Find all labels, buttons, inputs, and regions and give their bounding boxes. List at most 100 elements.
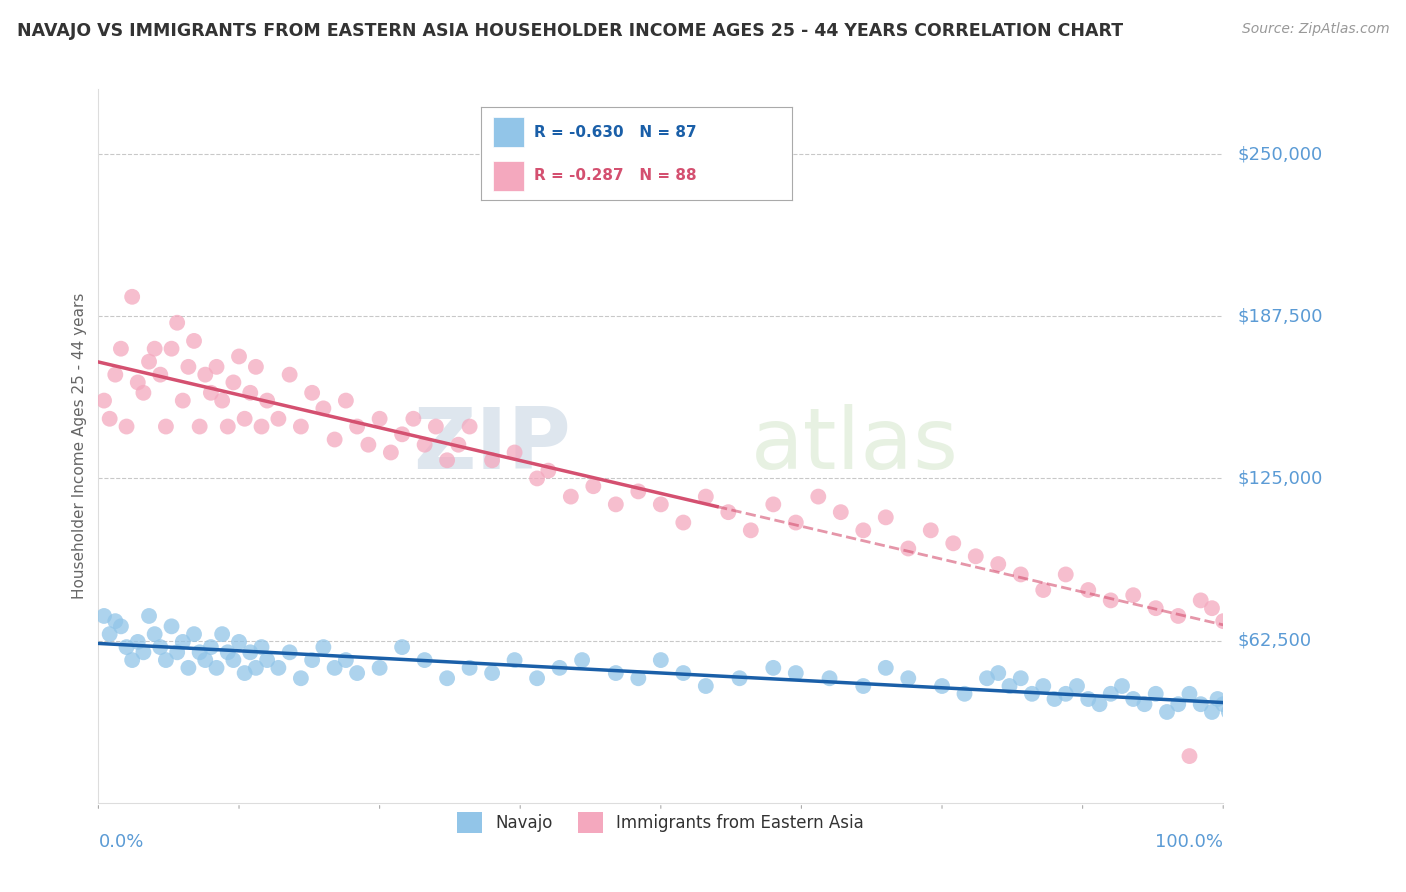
Point xyxy=(323,661,346,675)
Point xyxy=(177,359,200,374)
Point xyxy=(1088,697,1111,711)
Point xyxy=(1178,749,1201,764)
Point xyxy=(132,385,155,400)
Point xyxy=(250,419,273,434)
Point xyxy=(650,653,672,667)
Point xyxy=(301,385,323,400)
Point xyxy=(217,645,239,659)
Point xyxy=(436,453,458,467)
Point xyxy=(228,350,250,364)
Point xyxy=(256,653,278,667)
Point xyxy=(250,640,273,654)
Point xyxy=(1234,609,1257,624)
Bar xyxy=(494,161,524,191)
Point xyxy=(1257,640,1279,654)
Point xyxy=(205,359,228,374)
Point xyxy=(537,464,560,478)
Point xyxy=(104,614,127,628)
Point xyxy=(931,679,953,693)
Point xyxy=(222,653,245,667)
Point xyxy=(627,484,650,499)
Point xyxy=(481,666,503,681)
Text: 0.0%: 0.0% xyxy=(98,833,143,851)
Point xyxy=(166,316,188,330)
Point xyxy=(127,376,149,390)
Point xyxy=(1077,582,1099,597)
Point xyxy=(1167,697,1189,711)
Point xyxy=(391,640,413,654)
Point xyxy=(526,671,548,685)
Point xyxy=(290,419,312,434)
Point xyxy=(560,490,582,504)
Point xyxy=(233,666,256,681)
Point xyxy=(762,661,785,675)
Y-axis label: Householder Income Ages 25 - 44 years: Householder Income Ages 25 - 44 years xyxy=(72,293,87,599)
Point xyxy=(312,401,335,416)
Text: NAVAJO VS IMMIGRANTS FROM EASTERN ASIA HOUSEHOLDER INCOME AGES 25 - 44 YEARS COR: NAVAJO VS IMMIGRANTS FROM EASTERN ASIA H… xyxy=(17,22,1123,40)
Point xyxy=(177,661,200,675)
Point xyxy=(762,497,785,511)
Point xyxy=(1144,601,1167,615)
Point xyxy=(357,438,380,452)
Point xyxy=(1144,687,1167,701)
Point xyxy=(143,342,166,356)
Point xyxy=(1218,705,1240,719)
Point xyxy=(1010,671,1032,685)
Point xyxy=(93,393,115,408)
Point xyxy=(818,671,841,685)
Point xyxy=(172,393,194,408)
Point xyxy=(93,609,115,624)
Point xyxy=(1054,687,1077,701)
Point xyxy=(256,393,278,408)
Point xyxy=(166,645,188,659)
Point xyxy=(346,666,368,681)
Point xyxy=(987,666,1010,681)
Point xyxy=(503,653,526,667)
Point xyxy=(194,368,217,382)
Point xyxy=(436,671,458,685)
Point xyxy=(1189,697,1212,711)
Point xyxy=(1189,593,1212,607)
Point xyxy=(380,445,402,459)
Text: $125,000: $125,000 xyxy=(1237,469,1323,487)
Point xyxy=(205,661,228,675)
Point xyxy=(115,419,138,434)
Point xyxy=(245,661,267,675)
Point xyxy=(672,516,695,530)
Point xyxy=(987,557,1010,571)
Point xyxy=(346,419,368,434)
Point xyxy=(807,490,830,504)
Point xyxy=(228,635,250,649)
Point xyxy=(447,438,470,452)
Point xyxy=(852,679,875,693)
Text: ZIP: ZIP xyxy=(413,404,571,488)
Point xyxy=(1032,582,1054,597)
Point xyxy=(110,342,132,356)
Point xyxy=(391,427,413,442)
Point xyxy=(605,666,627,681)
Point xyxy=(290,671,312,685)
Point xyxy=(1122,588,1144,602)
Point xyxy=(897,671,920,685)
Point xyxy=(503,445,526,459)
Point xyxy=(695,679,717,693)
Point xyxy=(138,609,160,624)
Text: 100.0%: 100.0% xyxy=(1156,833,1223,851)
Point xyxy=(233,411,256,425)
Point xyxy=(200,385,222,400)
Point xyxy=(1054,567,1077,582)
Point xyxy=(278,645,301,659)
Point xyxy=(267,411,290,425)
Point xyxy=(155,419,177,434)
Point xyxy=(143,627,166,641)
Point xyxy=(278,368,301,382)
Point xyxy=(149,368,172,382)
Point xyxy=(582,479,605,493)
Point xyxy=(830,505,852,519)
Point xyxy=(1077,692,1099,706)
Point xyxy=(1246,627,1268,641)
Point xyxy=(875,661,897,675)
Point xyxy=(1122,692,1144,706)
Point xyxy=(239,385,262,400)
Legend: Navajo, Immigrants from Eastern Asia: Navajo, Immigrants from Eastern Asia xyxy=(449,804,873,841)
